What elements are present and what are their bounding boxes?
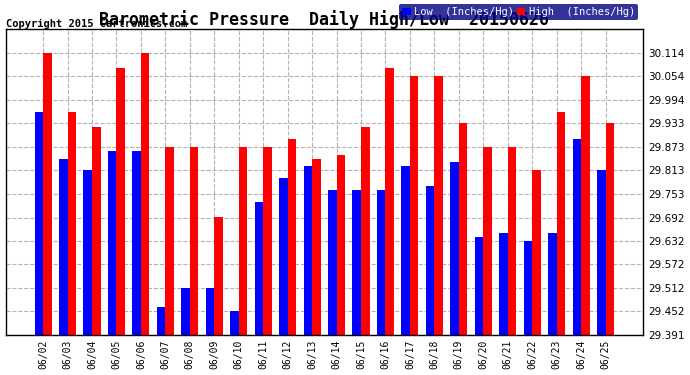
Bar [117, 68, 125, 335]
Bar [597, 170, 606, 335]
Bar [92, 127, 101, 335]
Title: Barometric Pressure  Daily High/Low  20150626: Barometric Pressure Daily High/Low 20150… [99, 10, 549, 29]
Bar [475, 237, 483, 335]
Bar [386, 68, 394, 335]
Bar [606, 123, 614, 335]
Bar [524, 241, 532, 335]
Bar [288, 139, 296, 335]
Bar [132, 151, 141, 335]
Bar [410, 76, 418, 335]
Bar [190, 147, 199, 335]
Bar [402, 166, 410, 335]
Bar [279, 178, 288, 335]
Bar [361, 127, 370, 335]
Bar [353, 190, 361, 335]
Bar [263, 147, 272, 335]
Bar [337, 154, 345, 335]
Bar [328, 190, 337, 335]
Bar [108, 151, 117, 335]
Bar [230, 311, 239, 335]
Bar [181, 288, 190, 335]
Bar [508, 147, 516, 335]
Bar [255, 201, 263, 335]
Bar [304, 166, 312, 335]
Bar [426, 186, 435, 335]
Bar [68, 112, 76, 335]
Bar [83, 170, 92, 335]
Bar [573, 139, 581, 335]
Bar [59, 159, 68, 335]
Legend: Low  (Inches/Hg), High  (Inches/Hg): Low (Inches/Hg), High (Inches/Hg) [400, 4, 638, 20]
Bar [459, 123, 467, 335]
Bar [548, 233, 557, 335]
Bar [499, 233, 508, 335]
Bar [215, 217, 223, 335]
Bar [435, 76, 443, 335]
Bar [312, 159, 321, 335]
Text: Copyright 2015 Cartronics.com: Copyright 2015 Cartronics.com [6, 19, 188, 28]
Bar [239, 147, 247, 335]
Bar [581, 76, 590, 335]
Bar [206, 288, 215, 335]
Bar [451, 162, 459, 335]
Bar [157, 307, 166, 335]
Bar [34, 112, 43, 335]
Bar [377, 190, 386, 335]
Bar [557, 112, 565, 335]
Bar [483, 147, 492, 335]
Bar [43, 53, 52, 335]
Bar [141, 53, 150, 335]
Bar [166, 147, 174, 335]
Bar [532, 170, 541, 335]
